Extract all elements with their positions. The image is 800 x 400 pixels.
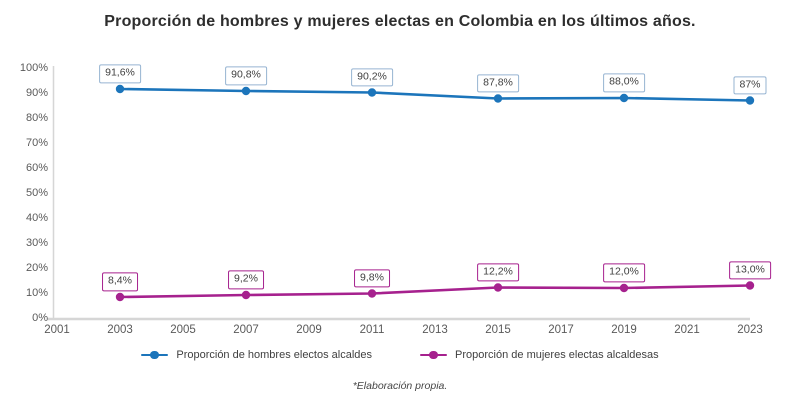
data-point-label: 9,8% xyxy=(354,268,390,288)
data-point-label: 13,0% xyxy=(729,260,771,280)
line-dot-marker-icon xyxy=(141,350,169,360)
y-axis-tick-label: 50% xyxy=(25,187,48,199)
x-axis-tick-label: 2001 xyxy=(44,324,70,336)
data-point-label: 12,0% xyxy=(603,263,645,282)
data-point xyxy=(493,283,503,292)
data-point xyxy=(115,84,125,94)
data-point-label: 87,8% xyxy=(477,73,519,93)
y-axis-tick-label: 10% xyxy=(25,287,48,299)
legend-dot-hombres xyxy=(150,350,159,359)
data-point xyxy=(367,88,377,97)
line-dot-marker-icon xyxy=(420,350,448,360)
legend-item-mujeres: Proporción de mujeres electas alcaldesas xyxy=(420,349,659,361)
y-axis-tick-label: 70% xyxy=(25,137,48,149)
x-axis-tick-label: 2007 xyxy=(233,324,259,336)
data-point-label: 88,0% xyxy=(603,73,645,92)
x-axis-tick-label: 2005 xyxy=(170,324,196,336)
x-axis-tick-label: 2017 xyxy=(548,324,574,336)
legend-dot-mujeres xyxy=(429,350,438,359)
x-axis-tick-label: 2003 xyxy=(107,324,133,336)
data-point-label: 91,6% xyxy=(99,64,141,83)
data-point-label: 12,2% xyxy=(477,262,519,282)
chart-title: Proporción de hombres y mujeres electas … xyxy=(104,13,696,30)
x-axis-tick-label: 2021 xyxy=(674,324,700,336)
x-axis-tick-label: 2023 xyxy=(737,324,763,336)
chart-legend: Proporción de hombres electos alcaldes P… xyxy=(0,349,800,361)
data-point-label: 9,2% xyxy=(228,270,264,289)
data-point-label: 87% xyxy=(733,75,767,95)
y-axis-tick-label: 30% xyxy=(25,237,48,249)
chart-footnote: *Elaboración propia. xyxy=(352,380,448,392)
x-axis-tick-label: 2019 xyxy=(611,324,637,336)
data-point xyxy=(241,86,251,96)
data-point-label: 8,4% xyxy=(102,272,138,291)
y-axis-tick-label: 90% xyxy=(25,87,48,99)
x-axis-tick-label: 2013 xyxy=(422,324,448,336)
y-axis-tick-label: 40% xyxy=(25,212,48,224)
data-point xyxy=(493,94,503,103)
y-axis-tick-label: 20% xyxy=(25,262,48,274)
data-point xyxy=(115,292,125,302)
y-axis-tick-label: 60% xyxy=(25,162,48,174)
y-axis-tick-label: 80% xyxy=(25,112,48,124)
y-axis-tick-label: 0% xyxy=(32,312,48,324)
y-axis-tick-label: 100% xyxy=(19,62,48,74)
legend-item-hombres: Proporción de hombres electos alcaldes xyxy=(141,349,372,361)
x-axis-tick-label: 2009 xyxy=(296,324,322,336)
data-point-label: 90,8% xyxy=(225,66,267,85)
legend-label-mujeres: Proporción de mujeres electas alcaldesas xyxy=(455,349,659,361)
data-point-label: 90,2% xyxy=(351,67,393,87)
data-point xyxy=(367,289,377,298)
series-line-1 xyxy=(118,284,752,299)
x-axis-tick-label: 2015 xyxy=(485,324,511,336)
data-point xyxy=(745,281,755,290)
series-line-0 xyxy=(118,87,752,102)
data-point xyxy=(745,96,755,105)
data-point xyxy=(619,93,629,103)
legend-label-hombres: Proporción de hombres electos alcaldes xyxy=(176,349,373,361)
data-point xyxy=(619,283,629,293)
x-axis-tick-label: 2011 xyxy=(359,324,385,336)
data-point xyxy=(241,290,251,300)
